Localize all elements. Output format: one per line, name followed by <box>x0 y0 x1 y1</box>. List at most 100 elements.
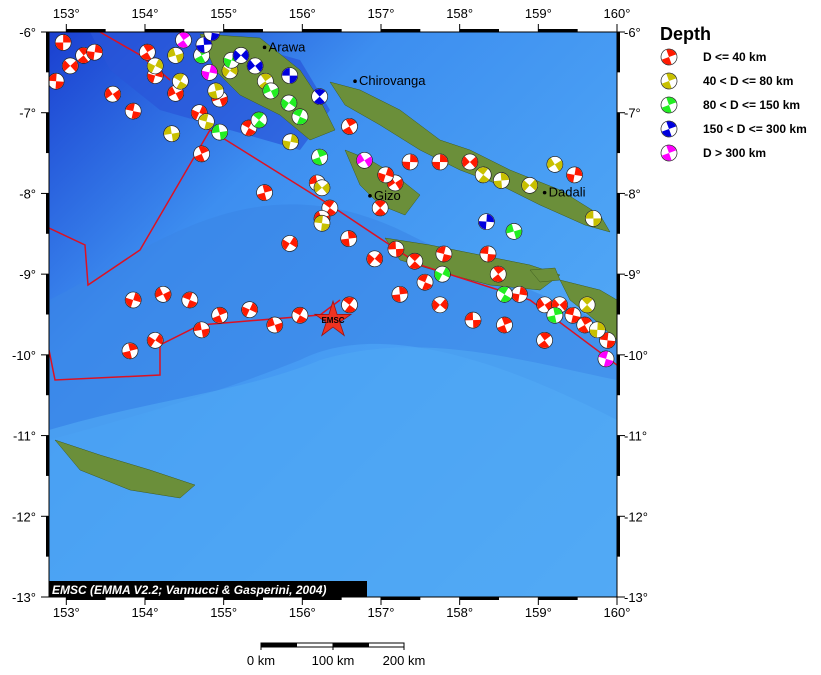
earthquake-beachball[interactable] <box>136 41 158 63</box>
earthquake-beachball[interactable] <box>144 329 166 351</box>
earthquake-beachball[interactable] <box>120 341 139 360</box>
earthquake-beachball[interactable] <box>311 177 334 200</box>
earthquake-beachball[interactable] <box>206 81 225 100</box>
earthquake-beachball[interactable] <box>376 165 396 185</box>
plate-boundary-south <box>49 299 341 381</box>
earthquake-beachball[interactable] <box>565 166 584 185</box>
earthquake-beachball[interactable] <box>195 36 213 54</box>
earthquake-beachball[interactable] <box>434 244 453 263</box>
earthquake-beachball[interactable] <box>59 55 82 78</box>
earthquake-beachball[interactable] <box>289 304 311 326</box>
beachball-quadrant <box>547 307 563 323</box>
epicenter[interactable]: EMSC <box>313 299 353 337</box>
earthquake-beachball[interactable] <box>265 315 285 335</box>
earthquake-beachball[interactable] <box>479 245 497 263</box>
earthquake-beachball[interactable] <box>281 67 299 84</box>
earthquake-beachball[interactable] <box>248 109 271 132</box>
earthquake-beachball[interactable] <box>576 294 599 317</box>
earthquake-beachball[interactable] <box>124 102 143 121</box>
earthquake-beachball[interactable] <box>172 29 194 51</box>
earthquake-beachball[interactable] <box>472 164 494 186</box>
earthquake-beachball[interactable] <box>179 290 200 311</box>
earthquake-beachball[interactable] <box>459 151 482 174</box>
earthquake-beachball[interactable] <box>494 315 515 336</box>
earthquake-beachball[interactable] <box>313 214 331 232</box>
earthquake-beachball[interactable] <box>432 263 454 285</box>
beachball-quadrant <box>497 286 512 302</box>
beachball-quadrant <box>417 274 433 290</box>
earthquake-beachball[interactable] <box>230 44 253 67</box>
earthquake-beachball[interactable] <box>404 250 427 273</box>
earthquake-beachball[interactable] <box>289 106 310 127</box>
earthquake-beachball[interactable] <box>588 321 606 339</box>
earthquake-beachball[interactable] <box>544 153 566 175</box>
earthquake-beachball[interactable] <box>255 183 275 203</box>
earthquake-beachball[interactable] <box>48 72 65 90</box>
earthquake-beachball[interactable] <box>339 116 361 138</box>
earthquake-beachball[interactable] <box>478 213 495 231</box>
earthquake-beachball[interactable] <box>169 70 191 92</box>
earthquake-beachball[interactable] <box>166 45 186 65</box>
lon-tick-bottom: 155° <box>210 605 237 620</box>
beachball-quadrant <box>168 48 184 63</box>
earthquake-beachball[interactable] <box>102 83 124 105</box>
earthquake-beachball[interactable] <box>494 283 516 305</box>
legend-beachball-icon[interactable] <box>659 95 680 116</box>
epicenter-star-icon[interactable] <box>313 299 353 337</box>
legend-beachball-icon[interactable] <box>659 71 680 92</box>
earthquake-beachball[interactable] <box>200 63 219 82</box>
earthquake-beachball[interactable] <box>353 149 375 171</box>
earthquake-beachball[interactable] <box>239 299 260 320</box>
lat-tick-left: -9° <box>19 267 36 282</box>
earthquake-beachball[interactable] <box>504 221 524 241</box>
earthquake-beachball[interactable] <box>260 80 281 101</box>
earthquake-beachball[interactable] <box>464 311 482 329</box>
earthquake-beachball[interactable] <box>197 112 217 132</box>
earthquake-beachball[interactable] <box>599 331 617 350</box>
legend-beachball-icon[interactable] <box>659 119 680 140</box>
earthquake-beachball[interactable] <box>191 143 212 164</box>
earthquake-beachball[interactable] <box>86 43 104 61</box>
earthquake-beachball[interactable] <box>487 263 509 285</box>
earthquake-beachball[interactable] <box>363 248 386 271</box>
map-area[interactable]: Arawa Chirovanga Gizo Dadali EMSC EMSC (EMM… <box>48 24 617 598</box>
earthquake-beachball[interactable] <box>209 305 230 326</box>
earthquake-beachball[interactable] <box>340 230 358 248</box>
earthquake-beachball[interactable] <box>429 294 452 317</box>
lon-tick-top: 159° <box>525 6 552 21</box>
earthquake-beachball[interactable] <box>338 294 360 316</box>
earthquake-beachball[interactable] <box>563 306 582 325</box>
earthquake-beachball[interactable] <box>401 153 419 171</box>
legend-beachball-icon[interactable] <box>659 143 680 164</box>
earthquake-beachball[interactable] <box>152 284 173 305</box>
earthquake-beachball[interactable] <box>387 240 405 258</box>
earthquake-beachball[interactable] <box>493 172 510 189</box>
earthquake-beachball[interactable] <box>545 306 564 325</box>
earthquake-beachball[interactable] <box>145 55 166 76</box>
earthquake-beachball[interactable] <box>308 85 331 108</box>
earthquake-beachball[interactable] <box>534 294 556 316</box>
earthquake-beachball[interactable] <box>585 210 602 227</box>
earthquake-beachball[interactable] <box>123 290 143 310</box>
earthquake-beachball[interactable] <box>369 197 392 220</box>
earthquake-beachball[interactable] <box>281 132 300 151</box>
earthquake-beachball[interactable] <box>574 314 596 336</box>
legend-beachball-icon[interactable] <box>659 47 680 68</box>
earthquake-beachball[interactable] <box>192 321 211 340</box>
earthquake-beachball[interactable] <box>596 349 616 369</box>
earthquake-beachball[interactable] <box>163 125 181 143</box>
earthquake-beachball[interactable] <box>244 55 267 78</box>
earthquake-beachball[interactable] <box>309 147 330 168</box>
earthquake-beachball[interactable] <box>203 24 221 42</box>
earthquake-beachball[interactable] <box>533 329 555 351</box>
earthquake-beachball[interactable] <box>279 232 301 254</box>
earthquake-beachball[interactable] <box>278 92 300 114</box>
earthquake-beachball[interactable] <box>415 272 436 293</box>
earthquake-beachball[interactable] <box>391 285 409 304</box>
earthquake-beachball[interactable] <box>54 34 72 51</box>
earthquake-beachball[interactable] <box>518 174 541 197</box>
beachball-quadrant <box>374 200 386 216</box>
place-labels: Arawa Chirovanga Gizo Dadali <box>262 39 586 203</box>
earthquake-beachball[interactable] <box>431 153 449 171</box>
earthquake-beachball[interactable] <box>211 123 229 141</box>
